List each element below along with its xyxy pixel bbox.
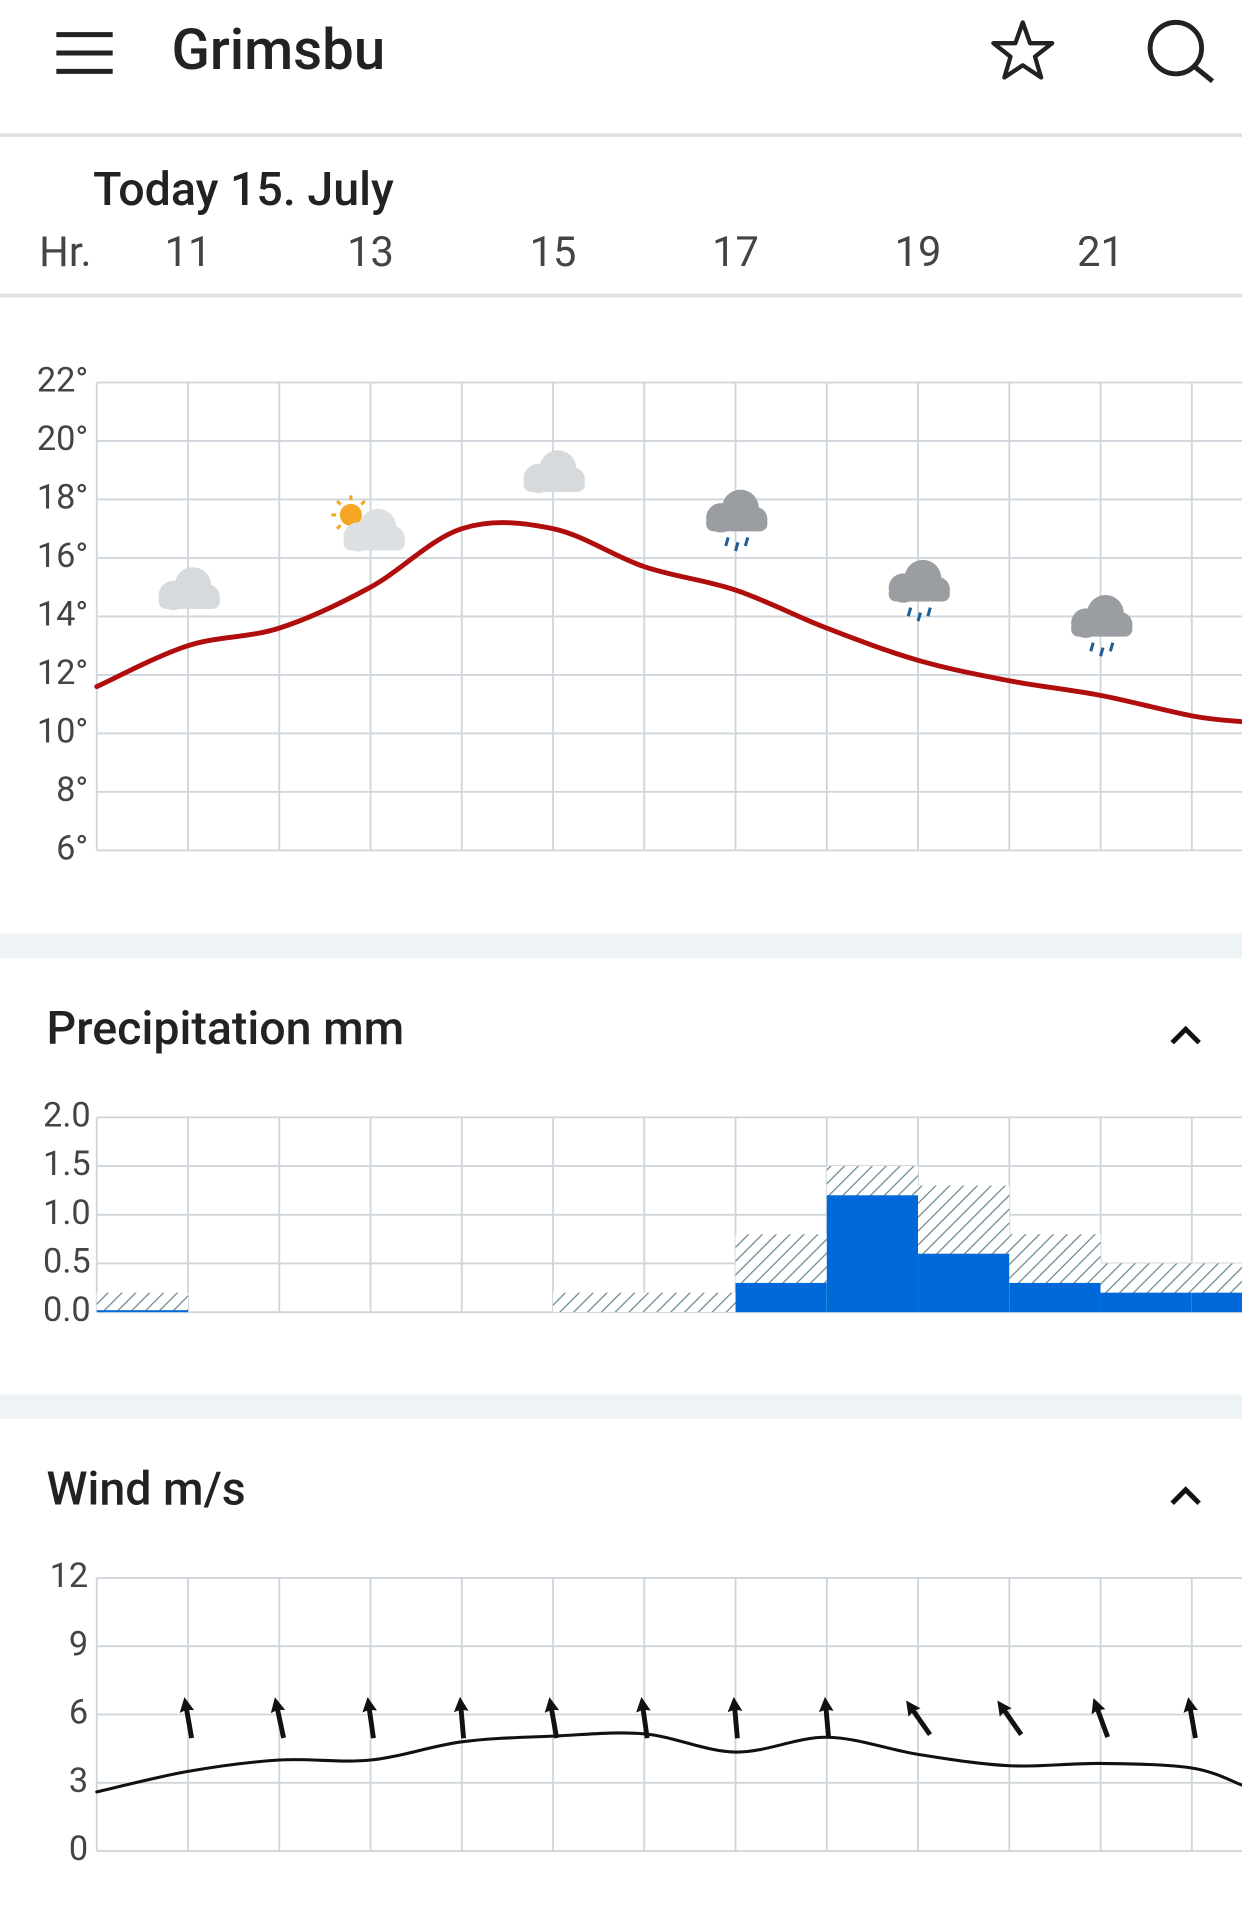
section-title: Wind m/s — [47, 1462, 246, 1516]
wind-arrow — [1091, 1698, 1110, 1738]
icon-part — [706, 515, 768, 532]
y-tick-label: 3 — [69, 1761, 88, 1801]
y-tick-label: 20° — [37, 419, 88, 459]
wind-arrow — [727, 1696, 743, 1739]
wind-arrow — [1183, 1697, 1198, 1739]
icon-part — [916, 612, 922, 622]
icon-part — [734, 541, 740, 552]
data-line — [95, 1731, 1242, 1794]
precip-bar — [1191, 1292, 1242, 1313]
precip-max-bar — [553, 1292, 645, 1313]
wind-arrow — [818, 1696, 834, 1739]
menu-button[interactable] — [56, 32, 113, 74]
hour-label: Hr. — [39, 228, 91, 277]
precip-max-bar — [644, 1292, 736, 1313]
location-title: Grimsbu — [171, 17, 385, 83]
section-gap — [0, 933, 1242, 959]
precip-bar — [918, 1253, 1010, 1313]
icon-part — [1071, 620, 1133, 637]
y-tick-label: 6° — [56, 828, 88, 868]
wind-arrow — [636, 1696, 651, 1739]
precip-bar — [1100, 1292, 1192, 1313]
date-label: Today 15. July — [93, 163, 394, 217]
icon-part — [158, 593, 220, 609]
y-tick-label: 8° — [56, 770, 88, 810]
search-button[interactable] — [1147, 19, 1215, 84]
wind-arrow — [179, 1697, 195, 1739]
y-tick-label: 12 — [50, 1556, 89, 1596]
weather-icon — [331, 495, 405, 552]
hour-tick-label: 15 — [530, 228, 577, 277]
precip-bar — [96, 1310, 189, 1313]
y-tick-label: 12° — [37, 653, 88, 693]
wind-arrow — [362, 1696, 377, 1739]
icon-part — [1108, 642, 1115, 652]
favorite-button[interactable] — [991, 20, 1055, 80]
y-tick-label: 10° — [37, 711, 88, 751]
app-bar — [0, 0, 1242, 136]
data-line — [94, 520, 1242, 725]
icon-part — [1099, 647, 1105, 657]
icon-part — [724, 537, 730, 547]
y-tick-label: 1.5 — [43, 1144, 91, 1184]
precip-bar — [826, 1195, 919, 1313]
hour-tick-label: 21 — [1077, 228, 1124, 277]
y-tick-label: 9 — [69, 1624, 88, 1664]
wind-arrow — [544, 1697, 560, 1739]
weather-icon — [158, 567, 220, 611]
wind-arrow — [997, 1700, 1024, 1737]
weather-icon — [706, 489, 768, 552]
icon-part — [1089, 642, 1095, 652]
wind-arrow — [270, 1697, 286, 1739]
precip-max-bar — [96, 1292, 189, 1313]
wind-arrow — [906, 1700, 932, 1737]
icon-part — [335, 524, 342, 530]
collapse-button[interactable] — [1170, 1025, 1201, 1045]
icon-part — [335, 499, 342, 506]
icon-part — [343, 534, 405, 551]
y-tick-label: 22° — [37, 361, 88, 401]
y-tick-label: 0.5 — [43, 1242, 91, 1282]
y-tick-label: 18° — [37, 478, 88, 518]
y-tick-label: 0 — [69, 1829, 88, 1869]
icon-part — [339, 503, 362, 526]
y-tick-label: 16° — [37, 536, 88, 576]
precip-bar — [735, 1282, 827, 1313]
hour-tick-label: 17 — [712, 228, 759, 277]
precip-bar — [1009, 1282, 1101, 1313]
icon-part — [926, 607, 932, 617]
weather-icon — [1071, 594, 1133, 657]
icon-part — [523, 476, 585, 492]
wind-arrow — [453, 1696, 469, 1739]
hour-tick-label: 19 — [895, 228, 942, 277]
collapse-button[interactable] — [1170, 1486, 1201, 1505]
section-gap — [0, 1394, 1242, 1419]
weather-icon — [523, 450, 585, 494]
y-tick-label: 14° — [37, 594, 88, 634]
y-tick-label: 6 — [69, 1693, 88, 1733]
hour-tick-label: 11 — [165, 228, 212, 277]
y-tick-label: 0.0 — [43, 1290, 91, 1330]
icon-part — [360, 499, 366, 506]
icon-part — [906, 607, 913, 617]
y-tick-label: 2.0 — [43, 1095, 91, 1135]
icon-part — [888, 585, 950, 602]
y-tick-label: 1.0 — [43, 1193, 91, 1233]
hour-tick-label: 13 — [347, 228, 394, 277]
icon-part — [743, 537, 750, 547]
weather-icon — [888, 559, 950, 622]
section-title: Precipitation mm — [47, 1002, 405, 1056]
